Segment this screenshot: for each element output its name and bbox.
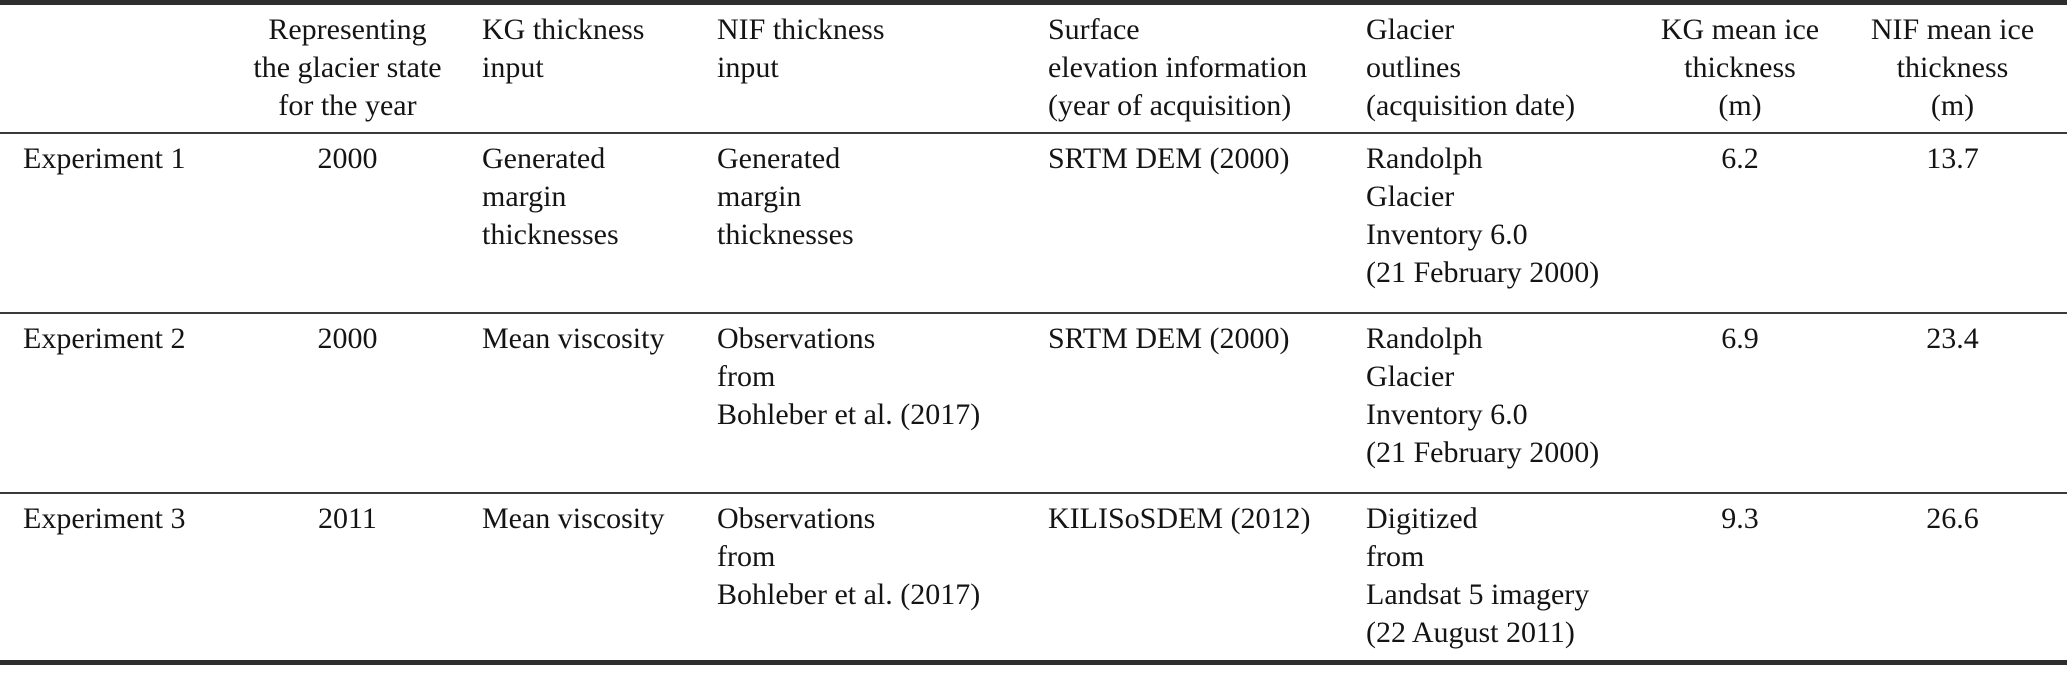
cell-year: 2000	[225, 311, 470, 493]
cell-nif-mean-thickness: 26.6	[1850, 491, 2067, 663]
header-glacier-outlines: Glacier outlines (acquisition date)	[1354, 2, 1630, 134]
cell-kg-thickness-input: Mean viscosity	[470, 311, 705, 493]
table-row-experiment-1: Experiment 1 2000 Generated margin thick…	[0, 133, 2067, 313]
cell-nif-mean-thickness: 13.7	[1926, 141, 1979, 175]
cell-experiment-label: Experiment 2	[0, 311, 225, 493]
header-row: Representing the glacier state for the y…	[0, 2, 2067, 134]
cell-kg-thickness-input: Generated margin thicknesses	[482, 141, 619, 251]
cell-glacier-outlines: Randolph Glacier Inventory 6.0 (21 Febru…	[1354, 311, 1630, 493]
header-nif-thickness-input: NIF thickness input	[705, 2, 1036, 134]
header-surface-elevation: Surface elevation information (year of a…	[1036, 2, 1354, 134]
cell-year: 2011	[225, 491, 470, 663]
cell-nif-thickness-input: Observations from Bohleber et al. (2017)	[705, 311, 1036, 493]
cell-nif-thickness-input: Observations from Bohleber et al. (2017)	[705, 491, 1036, 663]
header-empty	[0, 2, 225, 134]
cell-kg-mean-thickness: 6.9	[1630, 311, 1850, 493]
cell-kg-thickness-input: Mean viscosity	[470, 491, 705, 663]
cell-experiment-label: Experiment 1	[23, 141, 186, 175]
header-kg-mean-thickness: KG mean ice thickness (m)	[1630, 2, 1850, 134]
cell-kg-mean-thickness: 9.3	[1630, 491, 1850, 663]
cell-experiment-label: Experiment 3	[0, 491, 225, 663]
header-nif-mean-thickness: NIF mean ice thickness (m)	[1850, 2, 2067, 134]
cell-nif-mean-thickness: 23.4	[1850, 311, 2067, 493]
cell-glacier-outlines: Digitized from Landsat 5 imagery (22 Aug…	[1354, 491, 1630, 663]
cell-glacier-outlines: Randolph Glacier Inventory 6.0 (21 Febru…	[1366, 141, 1600, 289]
table-row-experiment-2: Experiment 2 2000 Mean viscosity Observa…	[0, 311, 2067, 493]
header-kg-thickness-input: KG thickness input	[470, 2, 705, 134]
table-row-experiment-3: Experiment 3 2011 Mean viscosity Observa…	[0, 491, 2067, 663]
cell-surface-elevation: KILISoSDEM (2012)	[1036, 491, 1354, 663]
cell-nif-thickness-input: Generated margin thicknesses	[717, 141, 854, 251]
header-glacier-state-year: Representing the glacier state for the y…	[225, 2, 470, 134]
cell-surface-elevation: SRTM DEM (2000)	[1036, 311, 1354, 493]
cell-year: 2000	[317, 141, 378, 175]
cell-surface-elevation: SRTM DEM (2000)	[1048, 141, 1290, 175]
cell-kg-mean-thickness: 6.2	[1721, 141, 1759, 175]
